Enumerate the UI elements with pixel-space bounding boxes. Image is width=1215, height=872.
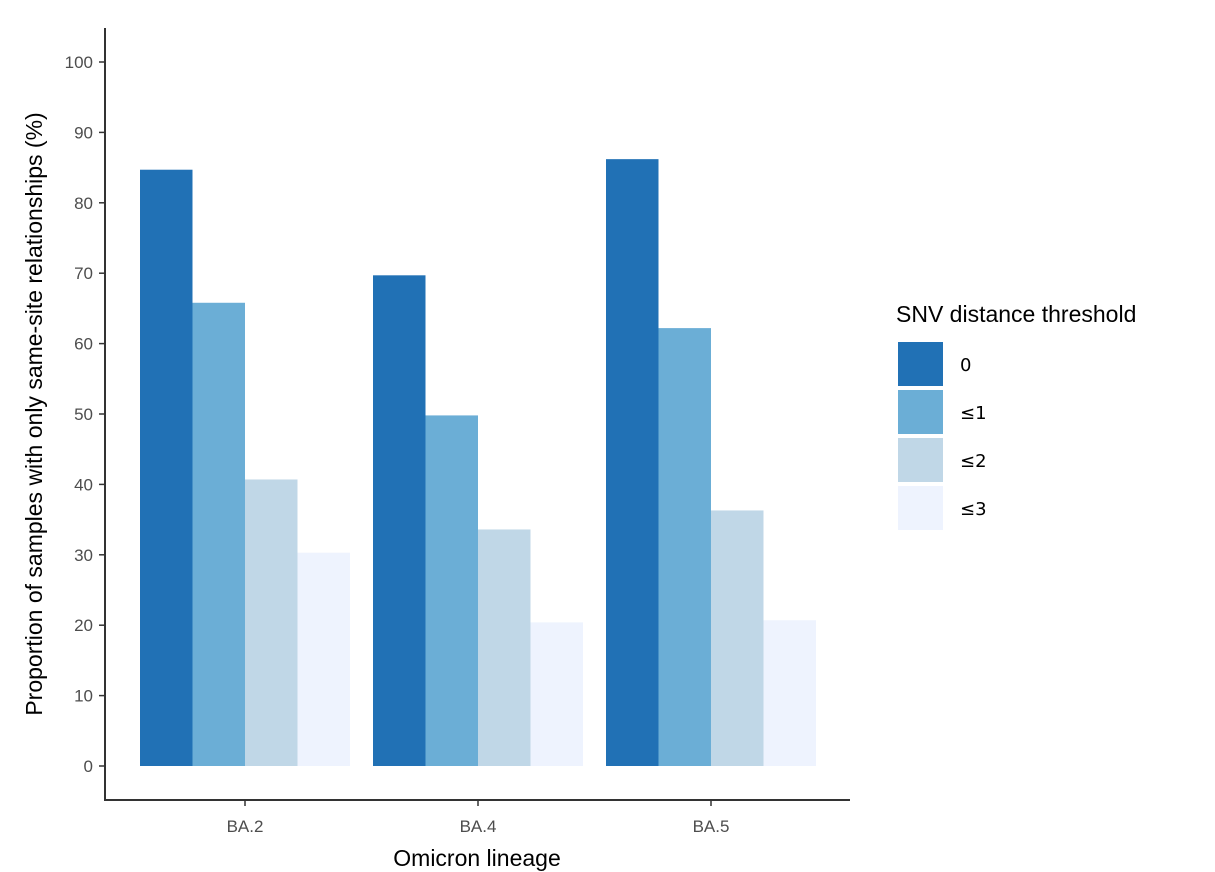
y-tick-label: 10 xyxy=(74,687,93,706)
legend-key xyxy=(898,342,943,386)
y-tick-label: 80 xyxy=(74,194,93,213)
legend-label: ≤2 xyxy=(960,451,987,472)
bars-group xyxy=(140,159,816,767)
x-tick-label: BA.2 xyxy=(227,817,264,836)
y-tick-label: 60 xyxy=(74,335,93,354)
legend-label: ≤3 xyxy=(960,499,987,520)
bar xyxy=(140,169,193,766)
x-axis-title: Omicron lineage xyxy=(393,845,560,871)
y-tick-label: 100 xyxy=(65,53,93,72)
legend-key xyxy=(898,486,943,530)
y-axis: 0 10 20 30 40 50 60 70 80 90 100 xyxy=(65,28,106,801)
bar xyxy=(373,275,426,766)
bar xyxy=(606,159,659,767)
bar xyxy=(297,552,350,766)
legend-key xyxy=(898,438,943,482)
bar xyxy=(658,328,711,766)
bar xyxy=(763,620,816,766)
x-tick-label: BA.5 xyxy=(693,817,730,836)
y-tick-label: 0 xyxy=(84,757,93,776)
x-axis: BA.2 BA.4 BA.5 xyxy=(104,799,850,836)
y-tick-label: 70 xyxy=(74,264,93,283)
y-tick-label: 20 xyxy=(74,616,93,635)
bar xyxy=(192,302,245,766)
bar xyxy=(711,510,764,766)
legend-key xyxy=(898,390,943,434)
legend-label: 0 xyxy=(960,355,971,376)
legend-title: SNV distance threshold xyxy=(896,301,1136,327)
legend: SNV distance threshold 0 ≤1 ≤2 ≤3 xyxy=(896,301,1136,530)
y-tick-label: 40 xyxy=(74,475,93,494)
y-tick-label: 30 xyxy=(74,546,93,565)
legend-label: ≤1 xyxy=(960,403,987,424)
x-tick-label: BA.4 xyxy=(460,817,497,836)
y-axis-title: Proportion of samples with only same-sit… xyxy=(21,112,47,715)
bar xyxy=(530,622,583,766)
bar xyxy=(425,415,478,766)
y-tick-label: 50 xyxy=(74,405,93,424)
y-tick-label: 90 xyxy=(74,123,93,142)
bar xyxy=(245,479,298,766)
bar xyxy=(478,529,531,766)
